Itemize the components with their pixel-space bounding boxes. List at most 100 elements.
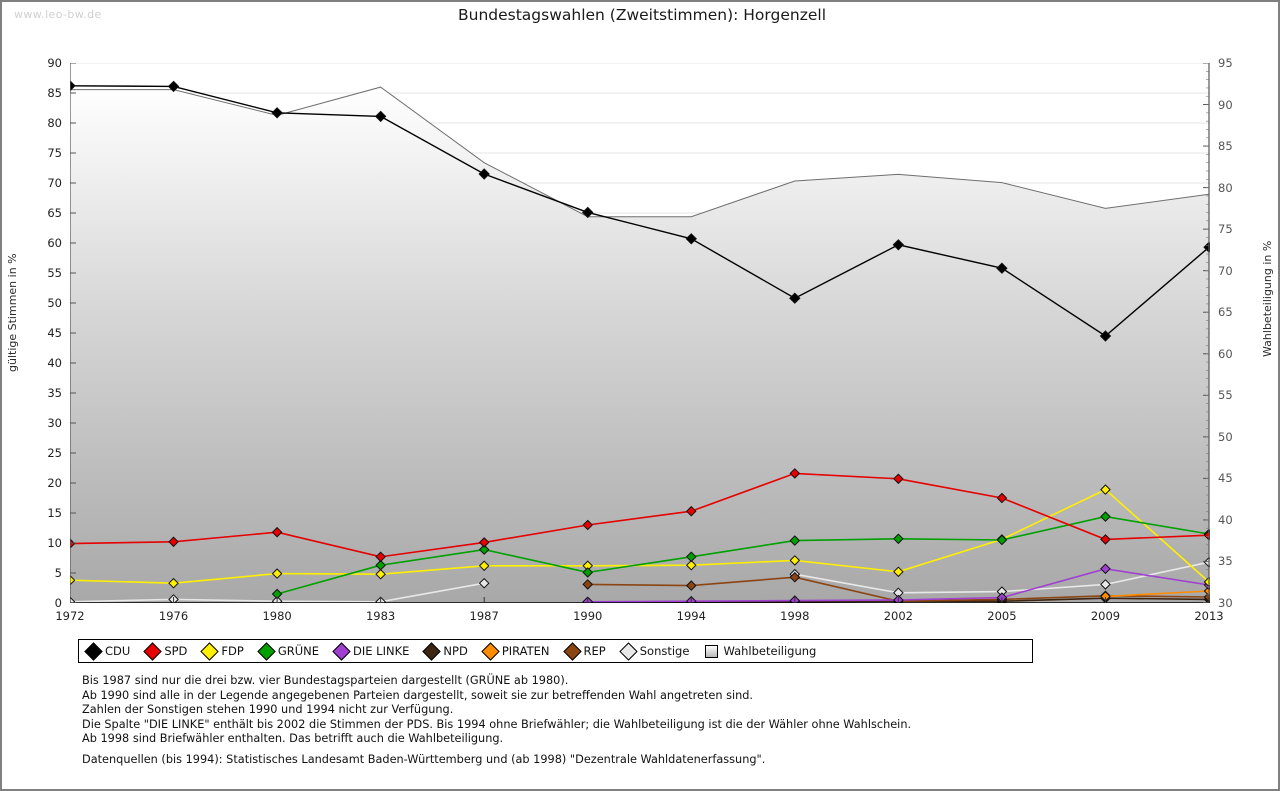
y-axis-left-tick: 85 (47, 86, 62, 100)
y-axis-left-tick: 55 (47, 266, 62, 280)
legend-label: CDU (105, 644, 131, 658)
chart-canvas (70, 63, 1210, 603)
legend-item-die-linke[interactable]: DIE LINKE (332, 641, 409, 661)
legend: CDU SPD FDP GRÜNE DIE LINKE NPD PIRATEN REP Sons… (78, 639, 1033, 663)
data-point (1100, 511, 1111, 522)
data-point (375, 551, 386, 563)
data-point (582, 519, 594, 531)
y-axis-left-tick: 65 (47, 206, 62, 220)
data-point (685, 551, 697, 563)
data-point (478, 537, 490, 548)
y-axis-left-tick: 30 (47, 416, 62, 430)
y-axis-right-tick: 75 (1218, 222, 1233, 237)
y-axis-left-tick: 50 (47, 296, 62, 310)
data-point (1100, 563, 1111, 575)
data-point (892, 239, 905, 251)
legend-item-cdu[interactable]: CDU (84, 641, 131, 661)
series-cdu (70, 80, 1210, 342)
series-line (70, 472, 1210, 558)
data-point (996, 492, 1008, 504)
data-point (685, 233, 697, 245)
legend-diamond-icon (332, 641, 351, 661)
legend-item-npd[interactable]: NPD (422, 641, 468, 661)
legend-diamond-icon (562, 641, 582, 661)
data-point (1100, 534, 1111, 545)
legend-label: NPD (443, 644, 468, 658)
data-point (70, 538, 76, 549)
y-axis-left-title: gültige Stimmen in % (6, 253, 19, 372)
y-axis-left-tick: 10 (47, 536, 62, 550)
data-point (685, 505, 697, 517)
data-point (478, 560, 490, 572)
data-point (375, 568, 386, 580)
legend-label: Sonstige (639, 644, 690, 658)
data-point (789, 535, 801, 546)
y-axis-left-tick: 45 (47, 326, 62, 340)
series-line (1105, 590, 1210, 598)
wahlbeteiligung-line (70, 86, 1210, 218)
data-point (271, 568, 283, 579)
data-point (168, 577, 179, 589)
note-line: Die Spalte "DIE LINKE" enthält bis 2002 … (82, 717, 912, 731)
data-point (685, 580, 697, 591)
data-point (374, 110, 387, 123)
data-point (996, 262, 1008, 274)
plot-area (70, 63, 1210, 603)
y-axis-right-tick: 35 (1218, 554, 1233, 569)
data-point (789, 555, 801, 566)
data-point (893, 473, 904, 485)
watermark: www.leo-bw.de (14, 8, 102, 21)
legend-label: PIRATEN (501, 644, 550, 658)
data-point (70, 80, 76, 92)
data-point (1099, 330, 1112, 342)
data-point (478, 544, 490, 555)
y-axis-right-tick: 65 (1218, 305, 1233, 320)
data-point (789, 468, 801, 479)
legend-label: FDP (221, 644, 244, 658)
y-axis-left-tick: 70 (47, 176, 62, 190)
note-line: Bis 1987 sind nur die drei bzw. vier Bun… (82, 674, 569, 687)
x-axis-tick: 2002 (883, 609, 913, 623)
legend-item-sonstige[interactable]: Sonstige (619, 641, 690, 661)
y-axis-right-tick: 40 (1218, 512, 1233, 527)
x-axis-tick: 2013 (1194, 609, 1224, 623)
data-point (1100, 579, 1111, 590)
x-axis-tick: 1990 (573, 609, 603, 623)
y-axis-right-title: Wahlbeteiligung in % (1261, 240, 1274, 357)
y-axis-left-tick: 90 (47, 56, 62, 70)
legend-item-fdp[interactable]: FDP (200, 641, 244, 661)
y-axis-left-tick: 15 (47, 506, 62, 520)
data-point (789, 571, 801, 583)
data-point (685, 559, 697, 571)
legend-diamond-icon (257, 641, 276, 661)
legend-item-piraten[interactable]: PIRATEN (481, 641, 550, 661)
data-point (167, 80, 180, 93)
x-axis-tick: 1998 (780, 609, 810, 623)
y-axis-right-tick: 95 (1218, 56, 1233, 70)
legend-item-rep[interactable]: REP (562, 641, 606, 661)
data-point (893, 533, 904, 545)
y-axis-left-tick: 0 (54, 596, 62, 610)
legend-item-grüne[interactable]: GRÜNE (257, 641, 320, 661)
series-spd (70, 468, 1210, 563)
data-point (582, 579, 594, 590)
legend-label: GRÜNE (277, 644, 320, 658)
x-axis-tick: 1980 (262, 609, 292, 623)
data-point (70, 596, 76, 603)
note-line: Ab 1998 sind Briefwähler enthalten. Das … (82, 732, 504, 746)
data-point (478, 168, 490, 180)
notes-block: Bis 1987 sind nur die drei bzw. vier Bun… (82, 674, 1082, 747)
x-axis-tick: 1976 (158, 609, 189, 623)
y-axis-left-tick: 60 (47, 236, 62, 250)
data-point (789, 292, 801, 304)
legend-item-spd[interactable]: SPD (143, 641, 187, 661)
y-axis-left-tick: 5 (54, 566, 62, 580)
legend-item-wahlbeteiligung[interactable]: Wahlbeteiligung (705, 644, 816, 658)
data-point (893, 566, 904, 578)
legend-label: REP (583, 644, 606, 658)
y-axis-right-tick: 55 (1218, 388, 1233, 403)
wahlbeteiligung-area (70, 87, 1209, 603)
y-axis-right-tick: 50 (1218, 429, 1233, 444)
data-point (70, 574, 76, 586)
